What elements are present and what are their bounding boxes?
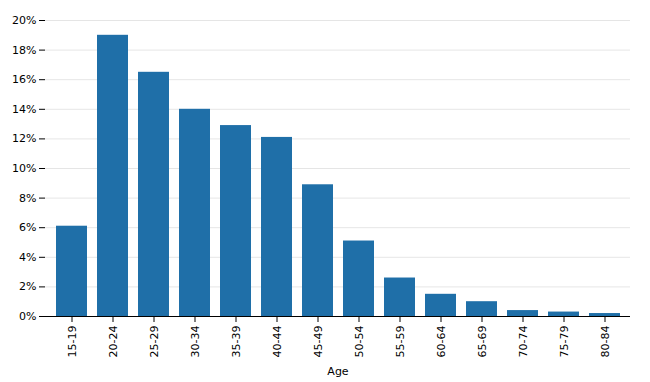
- svg-text:50-54: 50-54: [353, 326, 366, 358]
- svg-text:25-29: 25-29: [148, 326, 161, 358]
- svg-text:8%: 8%: [19, 192, 36, 205]
- svg-text:70-74: 70-74: [517, 326, 530, 358]
- svg-text:35-39: 35-39: [230, 326, 243, 358]
- svg-text:2%: 2%: [19, 280, 36, 293]
- svg-text:55-59: 55-59: [394, 326, 407, 358]
- svg-text:Age: Age: [327, 365, 349, 378]
- svg-text:60-64: 60-64: [435, 326, 448, 358]
- svg-text:40-44: 40-44: [271, 326, 284, 358]
- svg-text:6%: 6%: [19, 221, 36, 234]
- svg-text:12%: 12%: [12, 132, 36, 145]
- svg-text:20-24: 20-24: [107, 326, 120, 358]
- svg-text:4%: 4%: [19, 251, 36, 264]
- svg-text:80-84: 80-84: [599, 326, 612, 358]
- svg-text:16%: 16%: [12, 73, 36, 86]
- svg-text:30-34: 30-34: [189, 326, 202, 358]
- svg-text:18%: 18%: [12, 44, 36, 57]
- svg-text:10%: 10%: [12, 162, 36, 175]
- svg-text:75-79: 75-79: [558, 326, 571, 358]
- svg-text:14%: 14%: [12, 103, 36, 116]
- svg-text:0%: 0%: [19, 310, 36, 323]
- svg-text:45-49: 45-49: [312, 326, 325, 358]
- svg-text:20%: 20%: [12, 14, 36, 27]
- svg-text:15-19: 15-19: [66, 326, 79, 358]
- svg-text:65-69: 65-69: [476, 326, 489, 358]
